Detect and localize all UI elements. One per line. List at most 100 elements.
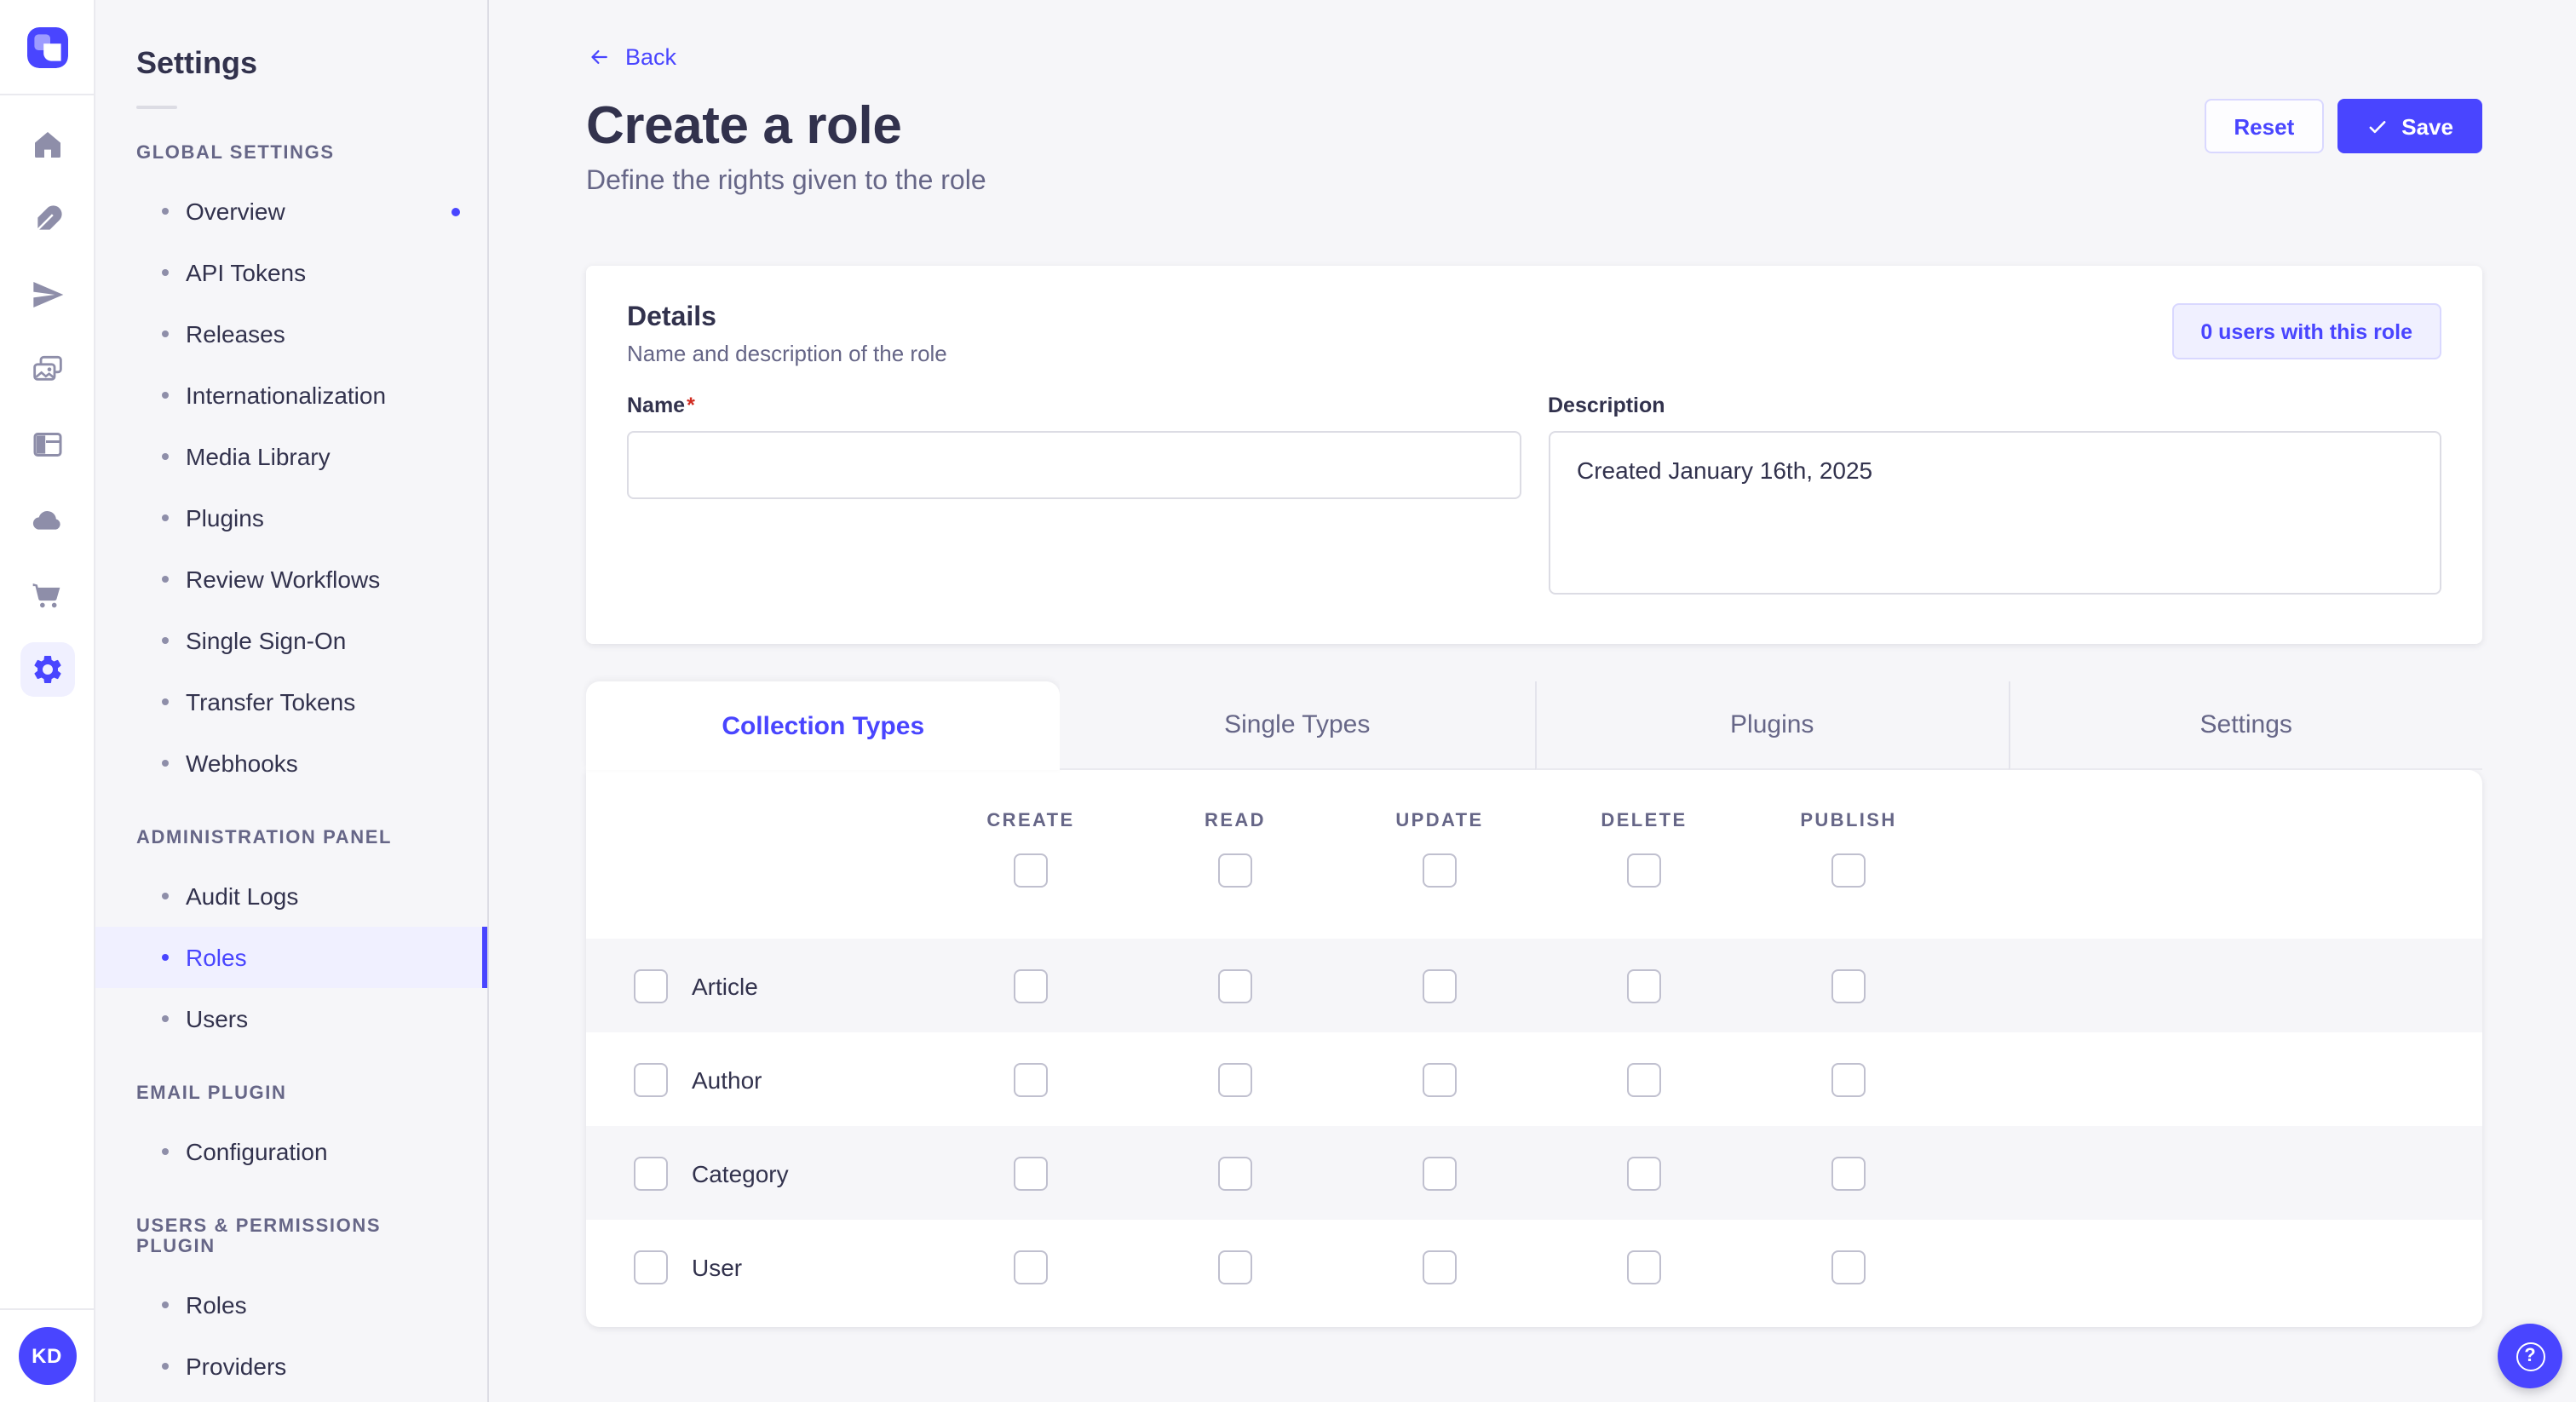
perm-checkbox-user-read[interactable] <box>1218 1250 1252 1284</box>
sidebar-item-users[interactable]: Users <box>95 988 487 1049</box>
perm-checkbox-author-create[interactable] <box>1014 1062 1048 1096</box>
bullet-icon <box>162 893 169 899</box>
users-with-role-button[interactable]: 0 users with this role <box>2171 303 2441 359</box>
section-label: ADMINISTRATION PANEL <box>136 828 393 848</box>
sidebar-item-label: Plugins <box>186 504 264 531</box>
sidebar-item-internationalization[interactable]: Internationalization <box>95 365 487 426</box>
sidebar-item-overview[interactable]: Overview <box>95 181 487 242</box>
sidebar-item-transfer-tokens[interactable]: Transfer Tokens <box>95 671 487 733</box>
reset-button[interactable]: Reset <box>2205 99 2324 153</box>
sidebar-item-label: Review Workflows <box>186 566 381 593</box>
bullet-icon <box>162 576 169 583</box>
help-button[interactable]: ? <box>2498 1324 2562 1388</box>
sidebar-item-review-workflows[interactable]: Review Workflows <box>95 549 487 610</box>
perm-checkbox-user-delete[interactable] <box>1627 1250 1661 1284</box>
nav-gear-button[interactable] <box>0 632 95 707</box>
settings-sidebar: Settings GLOBAL SETTINGS Overview API Toke… <box>95 0 489 1402</box>
permissions-header: CREATE READ UPDATE DELETE PUBLISH <box>586 770 2482 939</box>
nav-cart-button[interactable] <box>0 557 95 632</box>
sidebar-item-providers[interactable]: Providers <box>95 1336 487 1397</box>
bullet-icon <box>162 954 169 961</box>
perm-checkbox-article-publish[interactable] <box>1831 968 1866 1003</box>
sidebar-item-single-sign-on[interactable]: Single Sign-On <box>95 610 487 671</box>
tab-settings[interactable]: Settings <box>2008 681 2482 770</box>
back-link[interactable]: Back <box>586 44 676 70</box>
sidebar-item-audit-logs[interactable]: Audit Logs <box>95 865 487 927</box>
user-avatar[interactable]: KD <box>18 1327 76 1385</box>
perm-checkbox-article-create[interactable] <box>1014 968 1048 1003</box>
perm-cell <box>1337 968 1542 1003</box>
select-row-category-checkbox[interactable] <box>634 1156 668 1190</box>
name-input[interactable] <box>627 431 1521 499</box>
perm-checkbox-article-delete[interactable] <box>1627 968 1661 1003</box>
perm-column-label: UPDATE <box>1395 811 1484 831</box>
perm-checkbox-category-update[interactable] <box>1423 1156 1457 1190</box>
cart-icon <box>20 567 74 622</box>
main-nav: KD <box>0 0 95 1402</box>
feather-icon <box>20 192 74 247</box>
sidebar-item-label: Roles <box>186 1291 247 1319</box>
section-label: USERS & PERMISSIONS PLUGIN <box>136 1216 382 1257</box>
perm-checkbox-article-read[interactable] <box>1218 968 1252 1003</box>
nav-cloud-button[interactable] <box>0 482 95 557</box>
strapi-logo[interactable] <box>26 26 67 67</box>
perm-cell <box>1746 968 1951 1003</box>
perm-checkbox-author-update[interactable] <box>1423 1062 1457 1096</box>
gear-icon <box>20 642 74 697</box>
perm-cell <box>929 1062 1133 1096</box>
section-label: GLOBAL SETTINGS <box>136 143 335 164</box>
sidebar-item-configuration[interactable]: Configuration <box>95 1121 487 1182</box>
perm-cell <box>1133 1250 1337 1284</box>
perm-checkbox-user-publish[interactable] <box>1831 1250 1866 1284</box>
nav-section-users-permissions-plugin: USERS & PERMISSIONS PLUGIN Roles Providers <box>95 1216 487 1397</box>
perm-checkbox-article-update[interactable] <box>1423 968 1457 1003</box>
sidebar-item-webhooks[interactable]: Webhooks <box>95 733 487 794</box>
nav-layout-button[interactable] <box>0 407 95 482</box>
nav-home-button[interactable] <box>0 107 95 182</box>
description-textarea[interactable]: Created January 16th, 2025 <box>1548 431 2441 595</box>
select-row-article-checkbox[interactable] <box>634 968 668 1003</box>
home-icon <box>20 118 74 172</box>
nav-media-button[interactable] <box>0 332 95 407</box>
bullet-icon <box>162 760 169 767</box>
perm-cell <box>929 1250 1133 1284</box>
perm-checkbox-author-delete[interactable] <box>1627 1062 1661 1096</box>
description-field: Description Created January 16th, 2025 <box>1548 394 2441 603</box>
sidebar-item-api-tokens[interactable]: API Tokens <box>95 242 487 303</box>
perm-checkbox-author-publish[interactable] <box>1831 1062 1866 1096</box>
select-all-create-checkbox[interactable] <box>1014 853 1048 888</box>
perm-row-label: User <box>692 1253 743 1280</box>
select-all-update-checkbox[interactable] <box>1423 853 1457 888</box>
sidebar-item-label: Single Sign-On <box>186 627 347 654</box>
nav-feather-button[interactable] <box>0 182 95 257</box>
sidebar-item-roles[interactable]: Roles <box>95 927 487 988</box>
sidebar-item-releases[interactable]: Releases <box>95 303 487 365</box>
sidebar-item-roles[interactable]: Roles <box>95 1274 487 1336</box>
perm-row-name-cell: Article <box>634 968 929 1003</box>
perm-cell <box>1542 1250 1746 1284</box>
perm-checkbox-category-delete[interactable] <box>1627 1156 1661 1190</box>
perm-row-label: Author <box>692 1066 762 1093</box>
select-all-publish-checkbox[interactable] <box>1831 853 1866 888</box>
tab-collection-types[interactable]: Collection Types <box>586 681 1061 770</box>
perm-checkbox-category-publish[interactable] <box>1831 1156 1866 1190</box>
select-row-author-checkbox[interactable] <box>634 1062 668 1096</box>
tab-single-types[interactable]: Single Types <box>1060 681 1534 770</box>
sidebar-item-media-library[interactable]: Media Library <box>95 426 487 487</box>
perm-checkbox-category-create[interactable] <box>1014 1156 1048 1190</box>
perm-cell <box>1542 968 1746 1003</box>
select-row-user-checkbox[interactable] <box>634 1250 668 1284</box>
perm-checkbox-user-update[interactable] <box>1423 1250 1457 1284</box>
save-button[interactable]: Save <box>2337 99 2482 153</box>
bullet-icon <box>162 453 169 460</box>
perm-checkbox-user-create[interactable] <box>1014 1250 1048 1284</box>
sidebar-item-plugins[interactable]: Plugins <box>95 487 487 549</box>
perm-checkbox-category-read[interactable] <box>1218 1156 1252 1190</box>
tab-plugins[interactable]: Plugins <box>1534 681 2009 770</box>
nav-paper-plane-button[interactable] <box>0 257 95 332</box>
select-all-read-checkbox[interactable] <box>1218 853 1252 888</box>
perm-checkbox-author-read[interactable] <box>1218 1062 1252 1096</box>
sidebar-item-label: Webhooks <box>186 750 298 777</box>
perm-cell <box>1337 1250 1542 1284</box>
select-all-delete-checkbox[interactable] <box>1627 853 1661 888</box>
